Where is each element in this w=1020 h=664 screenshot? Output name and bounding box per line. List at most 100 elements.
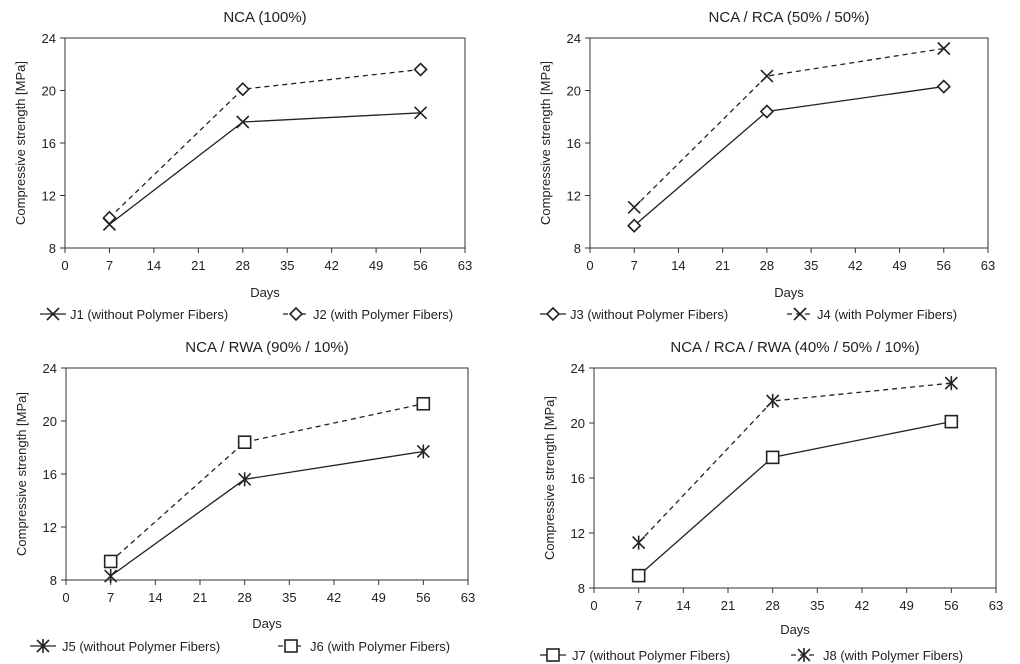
x-tick-label: 35 [280,258,294,273]
marker-shape [547,308,559,320]
data-point-diamond [237,83,249,95]
y-tick-label: 16 [42,136,56,151]
data-point-square [945,416,957,428]
data-point-square [105,555,117,567]
x-tick-label: 56 [416,590,430,605]
chart-svg: NCA (100%) 0 7 14 21 28 35 42 49 56 63 8 12 16 20 24 Day… [0,0,510,332]
series-line [109,70,420,218]
x-tick-label: 49 [899,598,913,613]
y-tick-label: 24 [567,31,581,46]
series-line [111,451,424,576]
x-tick-label: 21 [193,590,207,605]
x-tick-label: 42 [327,590,341,605]
marker-shape [237,83,249,95]
x-tick-label: 35 [804,258,818,273]
chart-svg: NCA / RWA (90% / 10%) 0 7 14 21 28 35 42 49 56 63 8… [0,332,510,664]
legend-marker-x [794,308,806,320]
legend-label: J2 (with Polymer Fibers) [313,307,453,322]
legend-label: J6 (with Polymer Fibers) [310,639,450,654]
x-tick-label: 21 [721,598,735,613]
marker-shape [103,212,115,224]
legend-marker-diamond [547,308,559,320]
x-tick-label: 28 [760,258,774,273]
chart-title: NCA / RWA (90% / 10%) [185,339,348,356]
x-tick-label: 28 [236,258,250,273]
legend-entry-1: J1 (without Polymer Fibers) [40,307,228,322]
legend-label: J7 (without Polymer Fibers) [572,648,730,663]
y-tick-label: 8 [574,241,581,256]
x-tick-label: 7 [635,598,642,613]
chart-title: NCA / RCA / RWA (40% / 50% / 10%) [670,339,919,356]
legend-label: J4 (with Polymer Fibers) [817,307,957,322]
x-tick-label: 49 [369,258,383,273]
marker-shape [239,436,251,448]
legend-entry-1: J3 (without Polymer Fibers) [540,307,728,322]
x-tick-label: 14 [148,590,162,605]
data-point-square [633,570,645,582]
x-tick-label: 63 [989,598,1003,613]
legend-marker-square [285,640,297,652]
data-point-diamond [938,81,950,93]
y-tick-label: 8 [578,581,585,596]
marker-shape [417,398,429,410]
series-line [634,49,944,208]
x-tick-label: 49 [892,258,906,273]
y-tick-label: 24 [42,31,56,46]
series-2 [105,398,430,568]
series-1 [103,107,426,231]
marker-shape [945,416,957,428]
x-tick-label: 0 [590,598,597,613]
chart-panel-nca-rca: NCA / RCA (50% / 50%) 0 7 14 21 28 35 42 49 56 63 8… [510,0,1020,332]
marker-shape [285,640,297,652]
legend-entry-1: J7 (without Polymer Fibers) [540,648,730,663]
x-tick-label: 28 [765,598,779,613]
x-tick-label: 49 [371,590,385,605]
x-tick-label: 14 [671,258,685,273]
y-tick-label: 12 [43,520,57,535]
series-2 [628,43,950,214]
x-tick-label: 7 [107,590,114,605]
series-1 [633,416,958,582]
y-tick-label: 12 [571,526,585,541]
y-tick-label: 20 [567,84,581,99]
plot-area-frame [65,38,465,248]
series-2 [103,64,426,224]
x-tick-label: 0 [62,590,69,605]
y-tick-label: 8 [49,241,56,256]
x-axis-title: Days [252,616,282,631]
data-point-x [628,201,640,213]
x-tick-label: 7 [631,258,638,273]
x-tick-label: 35 [282,590,296,605]
x-tick-label: 14 [676,598,690,613]
y-tick-label: 24 [571,361,585,376]
x-tick-label: 63 [461,590,475,605]
x-tick-label: 0 [61,258,68,273]
data-point-asterisk [633,536,645,550]
data-point-square [767,451,779,463]
plot-area-frame [590,38,988,248]
x-axis-title: Days [780,622,810,637]
legend-label: J1 (without Polymer Fibers) [70,307,228,322]
x-tick-label: 56 [937,258,951,273]
data-point-diamond [103,212,115,224]
data-point-asterisk [105,569,117,583]
y-tick-label: 20 [43,414,57,429]
chart-svg: NCA / RCA / RWA (40% / 50% / 10%) 0 7 14 21 2… [510,332,1020,664]
x-tick-label: 35 [810,598,824,613]
y-tick-label: 8 [50,573,57,588]
marker-shape [105,555,117,567]
legend-label: J8 (with Polymer Fibers) [823,648,963,663]
data-point-square [417,398,429,410]
marker-shape [415,64,427,76]
y-tick-label: 16 [571,471,585,486]
x-tick-label: 56 [413,258,427,273]
legend-marker-asterisk [798,648,810,662]
y-tick-label: 16 [567,136,581,151]
x-tick-label: 42 [848,258,862,273]
legend-label: J3 (without Polymer Fibers) [570,307,728,322]
chart-panel-nca-rca-rwa: NCA / RCA / RWA (40% / 50% / 10%) 0 7 14 21 2… [510,332,1020,664]
chart-panel-nca-100: NCA (100%) 0 7 14 21 28 35 42 49 56 63 8 12 16 20 24 Day… [0,0,510,332]
series-line [639,383,952,543]
chart-svg: NCA / RCA (50% / 50%)0 7 14 21 28 35 42 49 56 638… [510,0,1020,332]
series-line [639,422,952,576]
